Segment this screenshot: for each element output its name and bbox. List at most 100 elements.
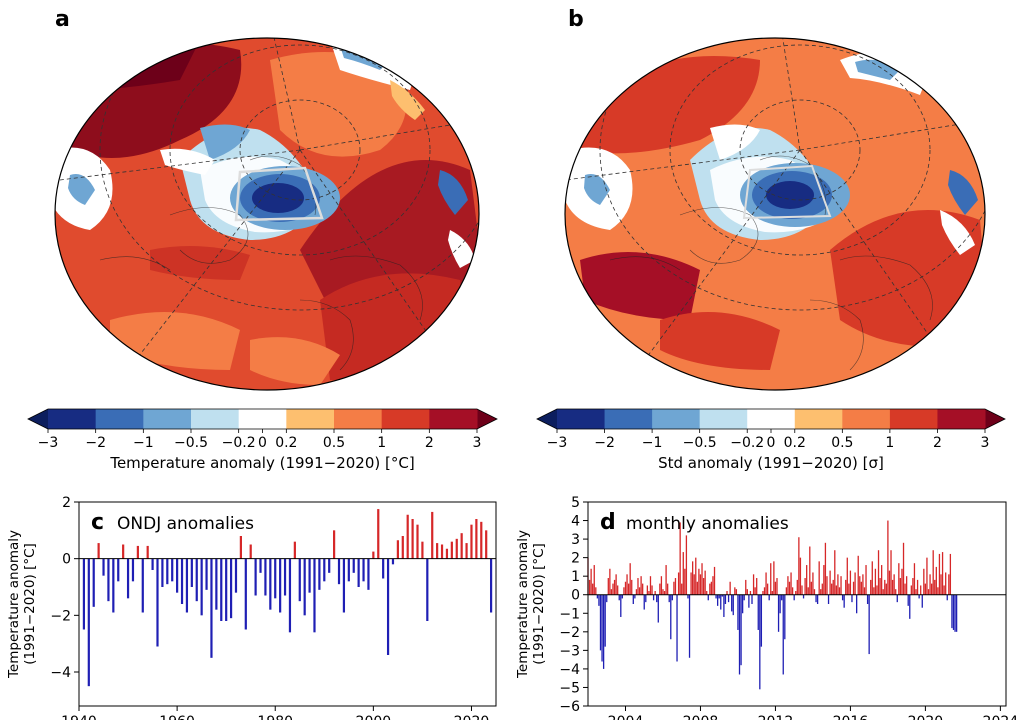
bar	[788, 581, 791, 595]
bar	[401, 536, 404, 559]
colorbar-bin	[652, 409, 701, 429]
bar	[954, 594, 956, 632]
y-axis-label: Temperature anomaly(1991−2020) [°C]	[6, 530, 38, 679]
bar	[318, 558, 321, 590]
bar	[249, 544, 252, 559]
bar	[821, 583, 823, 595]
bar	[884, 579, 886, 595]
bar	[840, 576, 842, 595]
x-tick-label: 1960	[159, 714, 195, 720]
bar	[784, 594, 786, 640]
bar	[738, 594, 741, 675]
bar	[692, 561, 694, 595]
bar	[107, 558, 110, 602]
bar	[707, 594, 709, 601]
colorbar-tick-label: −0.5	[683, 435, 717, 451]
bar	[637, 578, 639, 595]
y-tick-label: −2	[559, 625, 580, 641]
bar	[623, 587, 625, 595]
bar	[835, 585, 838, 595]
y-axis-label-line: Temperature anomaly	[6, 530, 22, 679]
x-tick-label: 2008	[683, 714, 719, 720]
colorbar-bin	[143, 409, 192, 429]
y-tick-label: −2	[50, 608, 71, 624]
colorbar-tick-label: −1	[642, 435, 663, 451]
y-axis-label-line: Temperature anomaly	[515, 530, 531, 679]
bar	[877, 550, 880, 595]
bar	[386, 558, 390, 655]
bar	[313, 558, 316, 633]
bar	[798, 537, 800, 595]
bar	[768, 594, 770, 601]
bar	[706, 591, 708, 595]
bar	[904, 583, 906, 595]
bar	[592, 583, 594, 595]
bar	[122, 544, 125, 559]
bar	[411, 519, 414, 559]
bar	[763, 587, 766, 595]
bar	[607, 578, 609, 595]
y-tick-label: 2	[571, 551, 580, 567]
bar	[598, 594, 600, 606]
y-tick-label: 3	[571, 532, 580, 548]
bar	[687, 594, 689, 599]
bar	[288, 558, 292, 633]
bar	[801, 585, 803, 595]
bar	[735, 589, 738, 595]
panel-label: d	[600, 510, 616, 535]
y-tick-label: −4	[50, 665, 71, 681]
bar	[955, 594, 958, 632]
colorbar-tick-label: 0	[258, 435, 267, 451]
bar	[693, 574, 695, 595]
bar	[916, 579, 919, 595]
bar	[865, 565, 867, 595]
bar	[726, 591, 728, 595]
bar	[802, 594, 805, 599]
bar	[727, 594, 730, 603]
bar	[752, 574, 755, 595]
bar	[791, 587, 794, 595]
y-tick-label: 0	[571, 588, 580, 604]
bar	[881, 565, 883, 595]
bar	[668, 594, 670, 603]
bar	[940, 574, 942, 595]
bar	[470, 524, 473, 559]
bar	[210, 558, 213, 658]
bar	[771, 591, 773, 595]
bar	[741, 594, 744, 614]
bar	[87, 558, 90, 687]
bar	[588, 579, 591, 595]
bar	[102, 558, 105, 576]
bar	[795, 591, 797, 595]
bar	[945, 572, 947, 595]
bar	[445, 548, 449, 559]
bar	[951, 594, 953, 629]
bar	[665, 565, 667, 595]
bar	[895, 589, 897, 595]
bar	[910, 585, 912, 595]
colorbar-bin	[842, 409, 891, 429]
bar	[816, 594, 819, 604]
bar	[887, 520, 889, 595]
bar	[480, 521, 483, 559]
bar	[698, 568, 700, 595]
bar	[932, 550, 934, 595]
bar	[166, 558, 169, 585]
bar	[852, 581, 855, 595]
y-axis-label-line: (1991−2020) [°C]	[22, 543, 38, 665]
bar	[943, 585, 945, 595]
bar	[749, 591, 752, 595]
bar	[759, 594, 761, 690]
bar	[357, 558, 360, 587]
bar	[946, 594, 948, 601]
bar	[848, 583, 850, 595]
bar	[421, 541, 424, 559]
y-tick-label: 2	[62, 495, 71, 511]
bar	[690, 572, 692, 595]
bar	[612, 583, 614, 595]
y-tick-label: −5	[559, 680, 580, 696]
bar	[902, 542, 905, 595]
colorbar-tick-label: 0.2	[275, 435, 297, 451]
bar	[699, 574, 702, 595]
